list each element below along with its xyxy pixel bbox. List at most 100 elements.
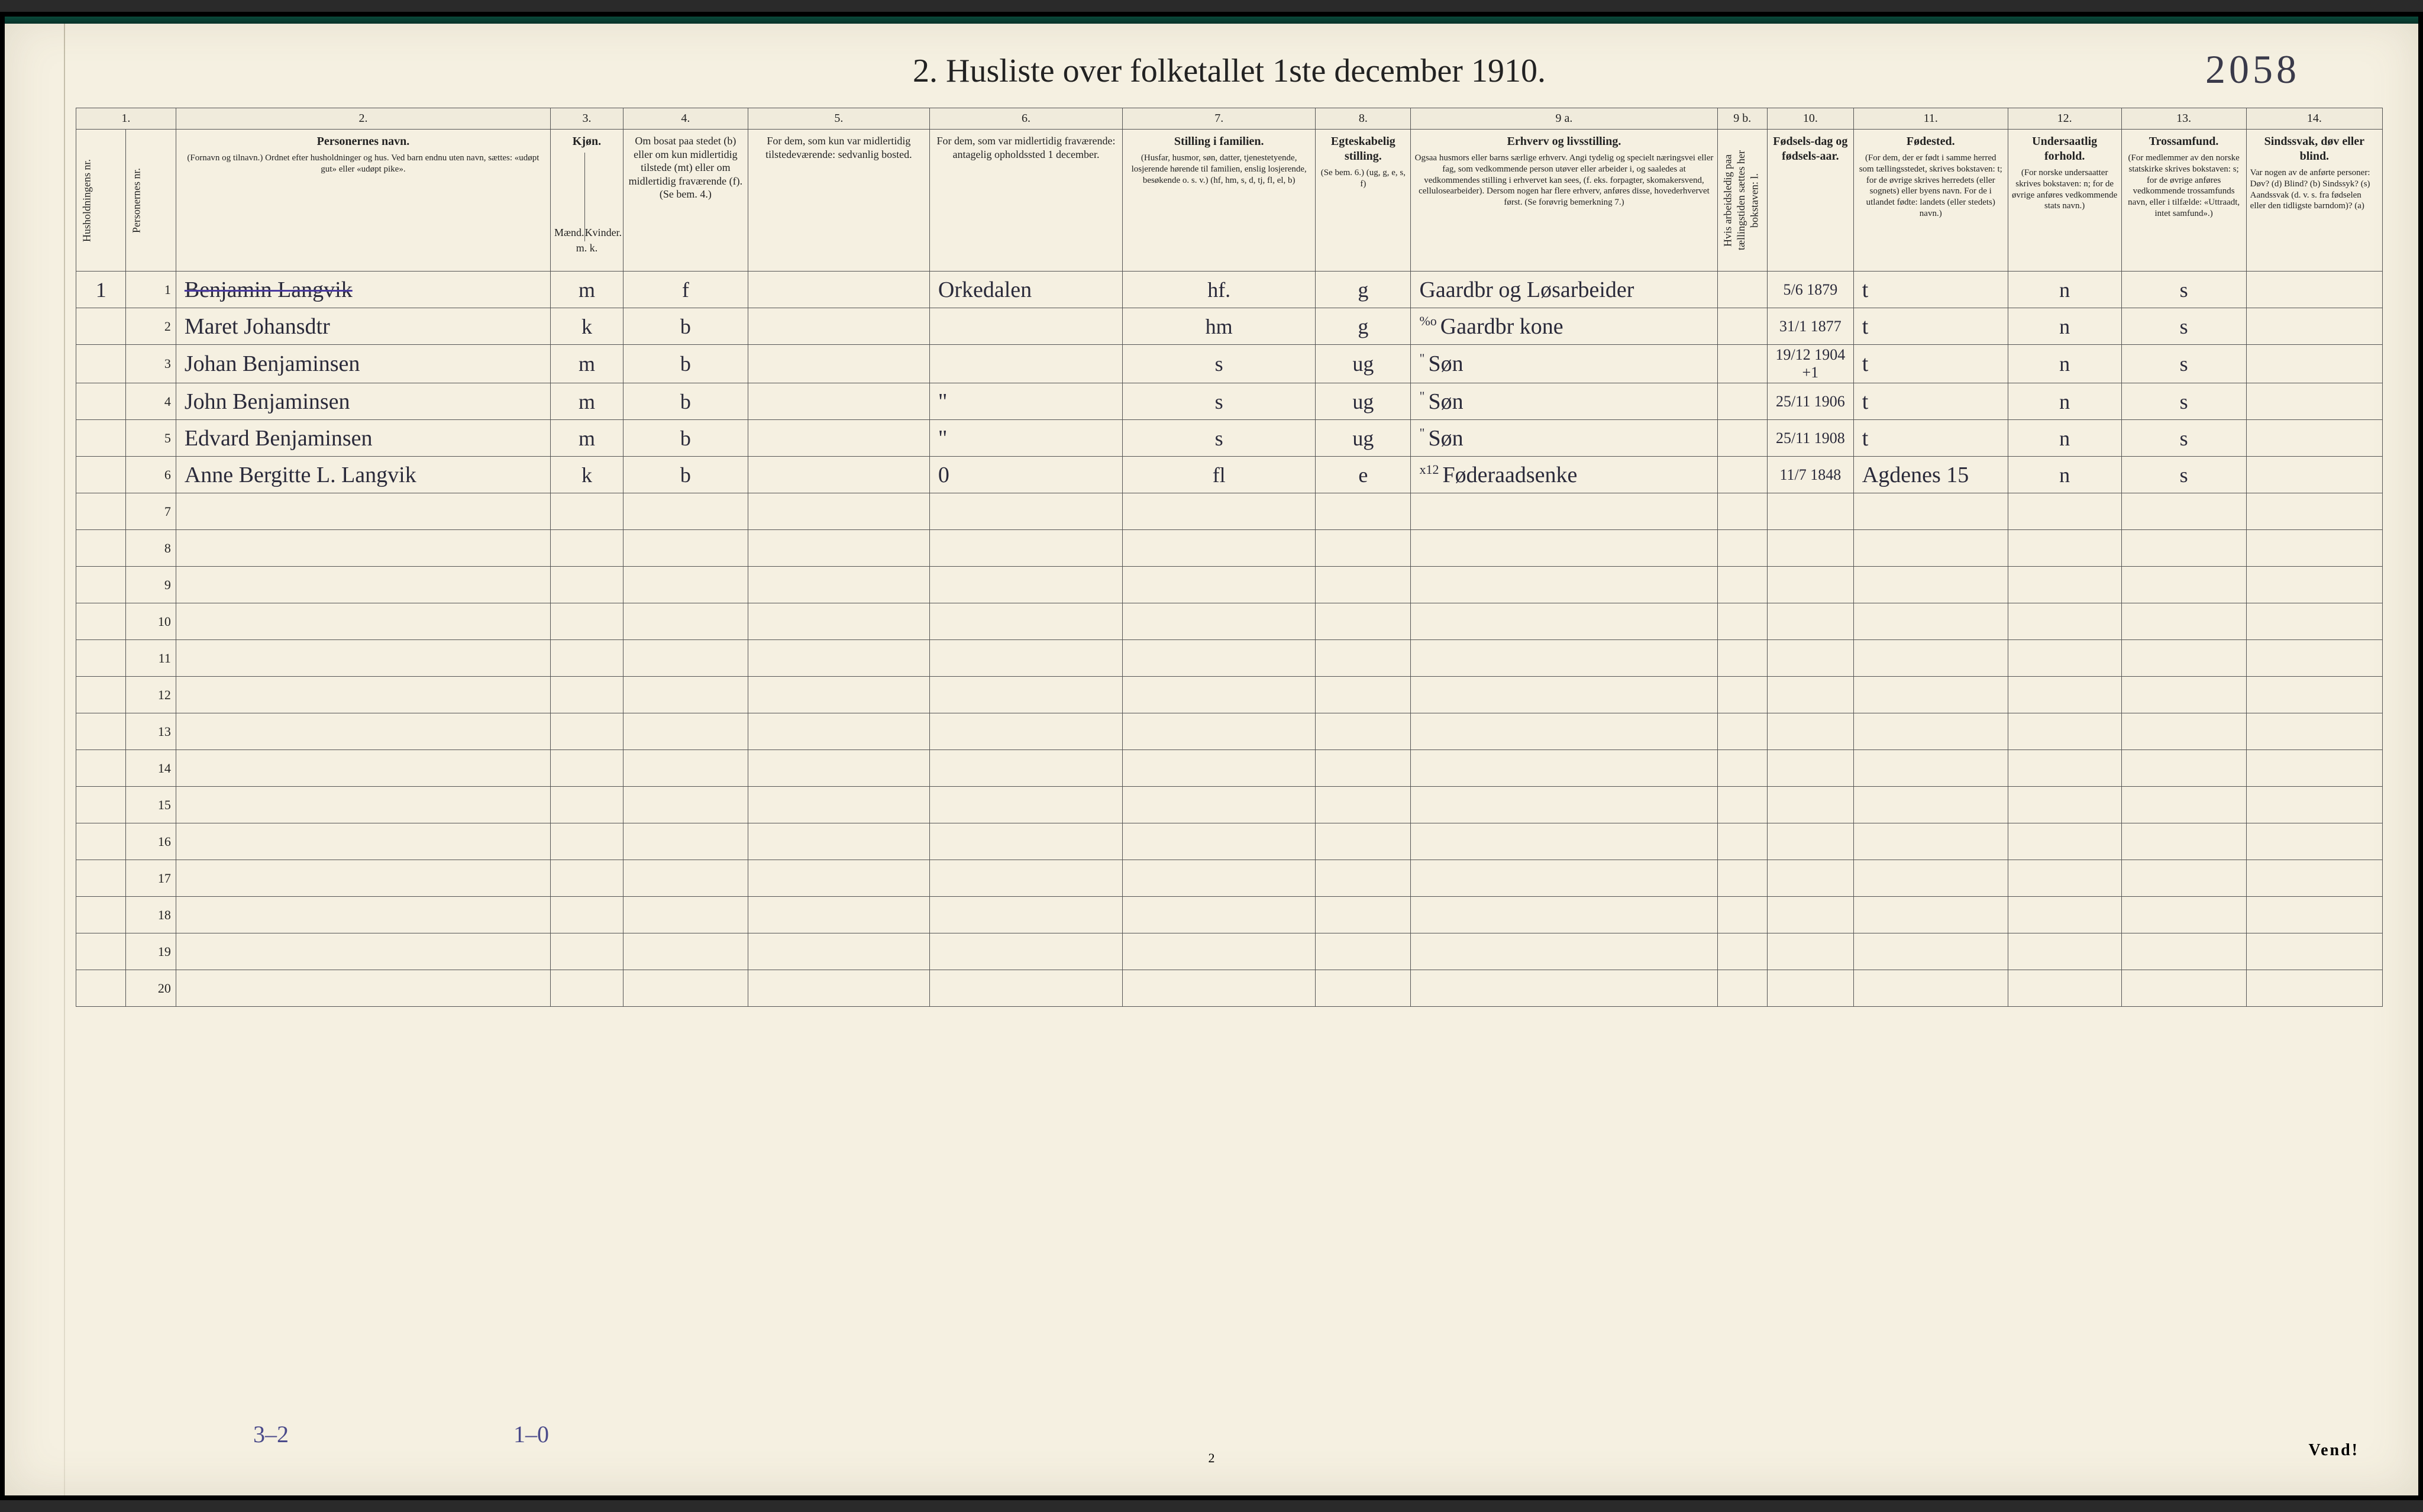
cell-blank — [551, 640, 623, 677]
colnum-5: 5. — [748, 108, 929, 130]
hdr-nat-title: Undersaatlig forhold. — [2012, 134, 2118, 164]
cell-blank — [1411, 677, 1717, 713]
hdr-name-title: Personernes navn. — [180, 134, 547, 149]
cell-marital: e — [1316, 457, 1411, 493]
cell-hh — [76, 383, 126, 420]
cell-blank — [1411, 750, 1717, 787]
cell-blank — [1717, 750, 1767, 787]
column-number-row: 1. 2. 3. 4. 5. 6. 7. 8. 9 a. 9 b. 10. 11… — [76, 108, 2383, 130]
cell-person-no: 20 — [126, 970, 176, 1007]
table-row: 3Johan Benjaminsenmbsug"Søn19/12 1904 +1… — [76, 345, 2383, 383]
cell-blank — [623, 640, 748, 677]
cell-person-no: 11 — [126, 640, 176, 677]
cell-usual-res — [748, 457, 929, 493]
cell-person-no: 16 — [126, 823, 176, 860]
cell-occupation: "Søn — [1411, 383, 1717, 420]
colnum-12: 12. — [2008, 108, 2121, 130]
table-row-blank: 17 — [76, 860, 2383, 897]
hdr-sex-mk: m. k. — [576, 242, 598, 254]
cell-blank — [2008, 860, 2121, 897]
hdr-birthpl-title: Fødested. — [1857, 134, 2004, 149]
cell-blank — [1853, 530, 2008, 567]
cell-blank — [929, 640, 1122, 677]
cell-blank — [623, 493, 748, 530]
cell-blank — [1767, 530, 1853, 567]
cell-birthdate: 31/1 1877 — [1767, 308, 1853, 345]
cell-blank — [76, 530, 126, 567]
cell-usual-res — [748, 308, 929, 345]
cell-blank — [1853, 713, 2008, 750]
cell-person-no: 18 — [126, 897, 176, 933]
cell-name: Johan Benjaminsen — [176, 345, 550, 383]
cell-birthdate: 25/11 1906 — [1767, 383, 1853, 420]
cell-temp-loc: " — [929, 383, 1122, 420]
cell-blank — [1717, 603, 1767, 640]
cell-occupation: %oGaardbr kone — [1411, 308, 1717, 345]
hdr-birthdate: Fødsels-dag og fødsels-aar. — [1767, 130, 1853, 272]
cell-blank — [1717, 530, 1767, 567]
hdr-sex-k: Kvinder. — [585, 153, 622, 241]
cell-unemployed — [1717, 383, 1767, 420]
hdr-dis-sub: Var nogen av de anførte personer: Døv? (… — [2250, 167, 2379, 212]
cell-blank — [2008, 823, 2121, 860]
cell-blank — [1853, 823, 2008, 860]
archive-number-annotation: 2058 — [2205, 46, 2300, 93]
cell-blank — [176, 713, 550, 750]
table-row-blank: 14 — [76, 750, 2383, 787]
cell-family-pos: fl — [1123, 457, 1316, 493]
scan-frame: 2058 2. Husliste over folketallet 1ste d… — [0, 12, 2423, 1500]
cell-blank — [929, 567, 1122, 603]
cell-blank — [748, 713, 929, 750]
cell-blank — [623, 933, 748, 970]
hdr-person-no: Personernes nr. — [126, 130, 176, 272]
cell-blank — [176, 787, 550, 823]
cell-birthplace: t — [1853, 420, 2008, 457]
cell-blank — [748, 860, 929, 897]
cell-blank — [2246, 567, 2382, 603]
cell-blank — [748, 603, 929, 640]
cell-blank — [2121, 603, 2246, 640]
cell-blank — [76, 493, 126, 530]
cell-blank — [2121, 823, 2246, 860]
cell-birthplace: t — [1853, 345, 2008, 383]
cell-birthplace: t — [1853, 308, 2008, 345]
cell-blank — [2008, 640, 2121, 677]
cell-blank — [176, 493, 550, 530]
cell-person-no: 13 — [126, 713, 176, 750]
cell-blank — [2246, 493, 2382, 530]
cell-blank — [1767, 897, 1853, 933]
cell-unemployed — [1717, 345, 1767, 383]
cell-person-no: 8 — [126, 530, 176, 567]
cell-blank — [1853, 787, 2008, 823]
cell-blank — [551, 750, 623, 787]
cell-person-no: 2 — [126, 308, 176, 345]
hdr-marital-title: Egteskabelig stilling. — [1319, 134, 1407, 164]
cell-blank — [1123, 530, 1316, 567]
hdr-sex-m: Mænd. — [554, 153, 585, 241]
table-row: 6Anne Bergitte L. Langvikkb0flex12Fødera… — [76, 457, 2383, 493]
hdr-temp-location: For dem, som var midlertidig fraværende:… — [929, 130, 1122, 272]
cell-blank — [2246, 530, 2382, 567]
cell-blank — [623, 530, 748, 567]
cell-blank — [1411, 970, 1717, 1007]
cell-person-no: 4 — [126, 383, 176, 420]
cell-blank — [1316, 603, 1411, 640]
cell-name: John Benjaminsen — [176, 383, 550, 420]
cell-blank — [176, 567, 550, 603]
hdr-rel-title: Trossamfund. — [2125, 134, 2243, 149]
cell-unemployed — [1717, 457, 1767, 493]
cell-sex: k — [551, 308, 623, 345]
cell-blank — [748, 823, 929, 860]
cell-blank — [76, 933, 126, 970]
hdr-disability: Sindssvak, døv eller blind. Var nogen av… — [2246, 130, 2382, 272]
cell-blank — [1853, 640, 2008, 677]
cell-blank — [1411, 713, 1717, 750]
cell-blank — [929, 970, 1122, 1007]
cell-family-pos: s — [1123, 345, 1316, 383]
cell-blank — [1411, 567, 1717, 603]
cell-blank — [623, 750, 748, 787]
cell-person-no: 19 — [126, 933, 176, 970]
cell-person-no: 14 — [126, 750, 176, 787]
cell-blank — [1411, 860, 1717, 897]
census-page: 2058 2. Husliste over folketallet 1ste d… — [5, 17, 2418, 1495]
